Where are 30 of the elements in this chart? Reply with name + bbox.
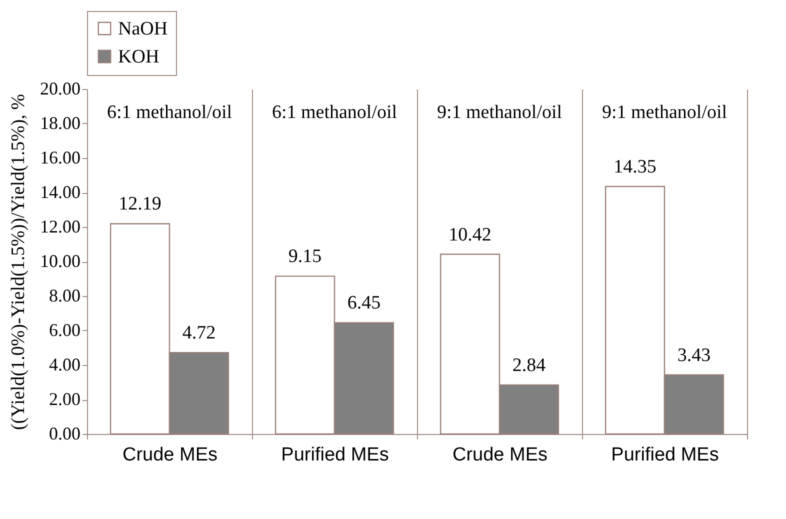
annotation: 6:1 methanol/oil (272, 102, 398, 123)
annotation: 6:1 methanol/oil (106, 102, 232, 123)
y-tick-label: 18.00 (40, 113, 80, 133)
legend-label: KOH (118, 46, 160, 68)
annotation: 9:1 methanol/oil (602, 102, 728, 123)
y-tick-label: 14.00 (40, 182, 80, 202)
x-tick-label: Crude MEs (122, 444, 218, 466)
y-tick-label: 6.00 (49, 320, 80, 340)
data-label: 3.43 (677, 344, 711, 366)
data-label: 9.15 (288, 246, 322, 268)
legend-label: NaOH (118, 18, 168, 40)
data-label: 4.72 (182, 322, 216, 344)
annotation: 9:1 methanol/oil (436, 102, 562, 123)
y-tick-label: 12.00 (40, 216, 80, 236)
data-label: 2.84 (512, 355, 546, 376)
y-tick-label: 16.00 (40, 148, 80, 168)
data-label: 6.45 (347, 292, 381, 314)
y-axis-title: ((Yield(1.0%)-Yield(1.5%))/Yield(1.5%), % (8, 94, 29, 430)
data-label: 12.19 (118, 194, 162, 215)
x-tick-label: Purified MEs (281, 444, 389, 466)
y-tick-label: 10.00 (40, 251, 80, 271)
x-tick-label: Crude MEs (452, 444, 548, 466)
data-label: 10.42 (448, 224, 492, 246)
y-tick-label: 2.00 (49, 389, 80, 409)
y-tick-label: 8.00 (49, 286, 80, 306)
y-tick-label: 20.00 (40, 78, 80, 98)
data-label: 14.35 (614, 156, 656, 178)
x-tick-label: Purified MEs (611, 444, 719, 466)
y-tick-label: 4.00 (49, 354, 80, 374)
y-tick-label: 0.00 (49, 424, 80, 444)
